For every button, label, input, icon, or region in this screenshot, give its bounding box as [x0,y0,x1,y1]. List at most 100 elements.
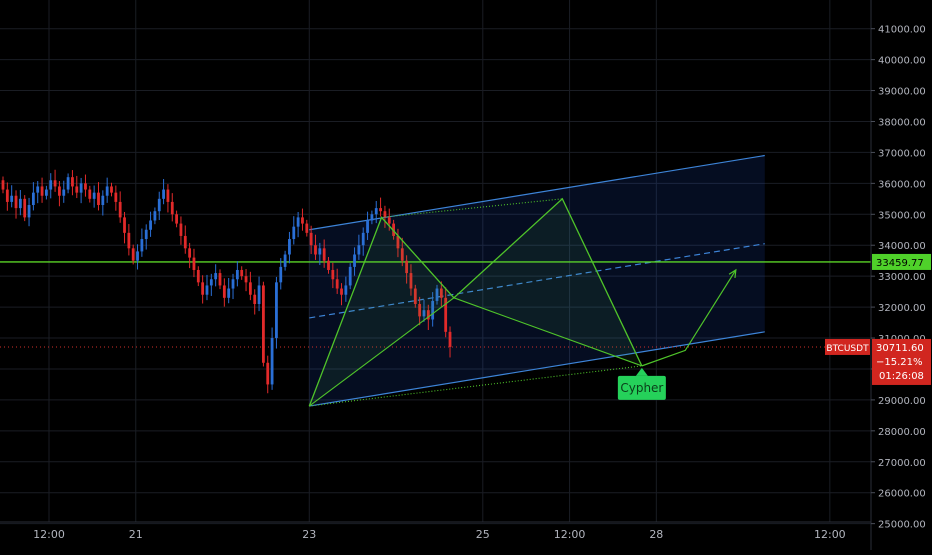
candle-body [296,217,300,227]
projection-path[interactable] [641,269,737,367]
candle-body [392,223,395,236]
candle-body [18,198,22,209]
candle-body [27,205,31,218]
time-tick-label: 28 [649,528,663,541]
candle-body [188,248,192,258]
candle-body [149,220,152,230]
candle-body [75,186,79,193]
horizontal-line[interactable] [0,261,871,348]
candle-body [314,245,317,255]
candle-body [49,180,53,190]
candle-body [366,220,369,233]
candle-body [166,189,170,202]
candle-body [97,192,100,206]
price-tick-label: 34000.00 [878,241,926,252]
symbol-badge [825,338,870,355]
time-tick-label: 25 [476,528,490,541]
pattern-line-xd [309,365,642,407]
channel-mid-line[interactable] [309,243,765,319]
candle-body [396,235,400,249]
candle-body [383,211,387,218]
candle-body [309,232,313,246]
candle-body [58,186,61,196]
candle-body [400,248,404,261]
candle-body [214,273,218,280]
candle-body [288,239,291,255]
pattern-triangle-xab [309,217,454,407]
price-axis-bg [871,0,932,550]
candle-body [270,338,274,385]
candle-body [1,180,5,190]
candle-body [283,254,287,267]
time-tick-label: 12:00 [554,528,586,541]
candle-body [275,282,278,339]
pattern-label-box[interactable] [617,375,666,400]
pattern-line-xb [308,297,455,407]
price-tick-label: 27000.00 [878,458,926,469]
price-tick-label: 29000.00 [878,396,926,407]
candle-body [353,254,356,267]
hline-price-badge [872,253,931,270]
price-tick-label: 35000.00 [878,210,926,221]
candle-body [114,192,118,202]
candle-body [222,285,226,298]
candle-body [175,214,178,224]
candle-body [201,282,205,295]
parallel-channel[interactable] [309,154,765,407]
candle-body [92,192,96,199]
candle-body [426,310,430,320]
candle-body [153,211,157,221]
price-tick-label: 37000.00 [878,148,926,159]
candle-body [45,189,48,196]
projection-arrowhead [728,268,737,278]
candle-body [101,195,105,206]
last-price-label: 30711.60 [876,343,924,354]
candle-body [144,229,148,240]
candle-body [136,251,139,261]
price-labels: 33459.77 30711.60 −15.21% 01:26:08 BTCUSDT [825,253,931,385]
cypher-pattern[interactable]: Cypher [308,197,737,407]
pattern-line-ac [381,198,563,218]
candle-body [179,223,183,236]
candle-body [361,232,365,246]
price-tick-label: 40000.00 [878,56,926,67]
price-tick-label: 39000.00 [878,87,926,98]
pattern-label-text: Cypher [620,381,663,395]
candle-body [448,331,452,347]
candle-body [5,189,9,202]
price-tick-label: 25000.00 [878,520,926,531]
candle-body [53,180,57,187]
candle-body [123,217,126,233]
candle-body [84,183,87,190]
pattern-label-pointer [635,367,648,376]
candle-body [348,266,352,286]
time-tick-label: 12:00 [33,528,65,541]
candle-body [379,208,382,212]
candle-body [110,186,113,193]
candle-body [10,195,14,202]
price-tick-label: 32000.00 [878,303,926,314]
candle-body [435,288,439,301]
candle-body [266,362,270,385]
candle-body [162,189,165,199]
candle-body [431,300,435,320]
candle-body [88,189,92,199]
candle-body [218,273,222,286]
candle-body [248,282,252,295]
candle-body [240,269,244,277]
candle-body [357,245,361,255]
bar-countdown-label: 01:26:08 [879,371,924,382]
candle-body [257,285,261,305]
candle-body [131,248,135,261]
candle-body [305,223,309,233]
time-tick-label: 23 [302,528,316,541]
candle-body [235,269,239,280]
price-change-label: −15.21% [876,357,923,368]
candle-body [262,285,265,363]
candle-body [444,297,448,332]
candle-body [244,276,248,283]
candle-body [79,183,83,193]
